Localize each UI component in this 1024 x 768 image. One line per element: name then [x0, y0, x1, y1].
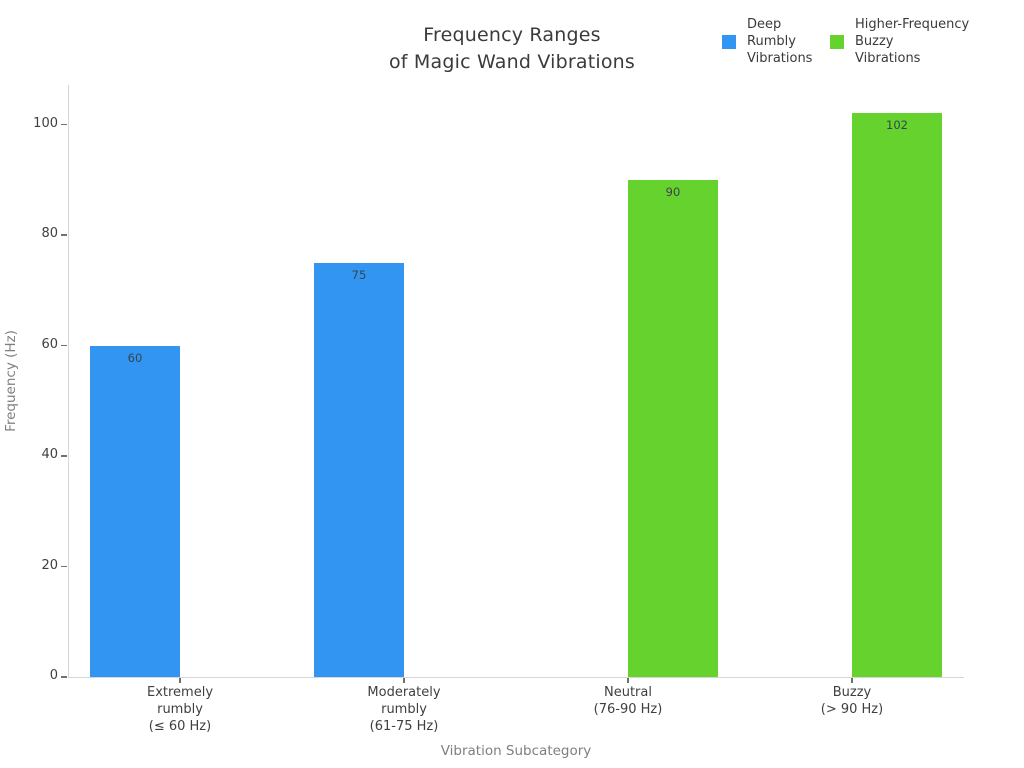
bar: 102: [852, 113, 942, 677]
y-axis-spine: [68, 85, 69, 677]
x-tick: [627, 678, 629, 683]
x-tick-label: Moderately rumbly (61-75 Hz): [367, 685, 441, 734]
y-tick: [61, 344, 67, 346]
bar: 90: [628, 179, 718, 677]
x-tick-label: Buzzy (> 90 Hz): [820, 685, 884, 717]
y-tick: [61, 123, 67, 125]
y-tick: [61, 455, 67, 457]
chart-title: Frequency Ranges of Magic Wand Vibration…: [388, 24, 636, 73]
bar: 60: [90, 345, 180, 677]
x-tick-label: Extremely rumbly (≤ 60 Hz): [146, 685, 214, 734]
bar-value-label: 75: [351, 267, 367, 282]
x-axis-spine: [68, 677, 964, 678]
y-tick-label: 20: [41, 557, 58, 573]
legend-swatch-blue-icon: [722, 35, 736, 49]
x-tick: [851, 678, 853, 683]
bar-value-label: 102: [886, 118, 908, 133]
y-axis-title: Frequency (Hz): [3, 330, 19, 432]
x-axis-title: Vibration Subcategory: [440, 743, 592, 759]
legend-item-deep-rumbly: Deep Rumbly Vibrations: [722, 16, 812, 67]
bar: 75: [314, 262, 404, 677]
legend-label: Higher-Frequency Buzzy Vibrations: [855, 17, 970, 66]
bar-value-label: 60: [127, 350, 143, 365]
x-tick: [179, 678, 181, 683]
y-tick: [61, 565, 67, 567]
bar-value-label: 90: [665, 184, 681, 199]
legend-label: Deep Rumbly Vibrations: [747, 17, 813, 66]
x-tick: [403, 678, 405, 683]
y-tick-label: 40: [41, 447, 58, 462]
legend-swatch-green-icon: [830, 35, 844, 49]
y-tick: [61, 676, 67, 678]
legend-item-higher-frequency-buzzy: Higher-Frequency Buzzy Vibrations: [830, 16, 969, 67]
y-tick-label: 60: [41, 336, 58, 352]
y-tick-label: 80: [41, 226, 58, 241]
x-tick-label: Neutral (76-90 Hz): [593, 685, 663, 717]
y-tick-label: 0: [49, 668, 58, 683]
y-tick-label: 100: [33, 115, 58, 131]
y-tick: [61, 234, 67, 236]
